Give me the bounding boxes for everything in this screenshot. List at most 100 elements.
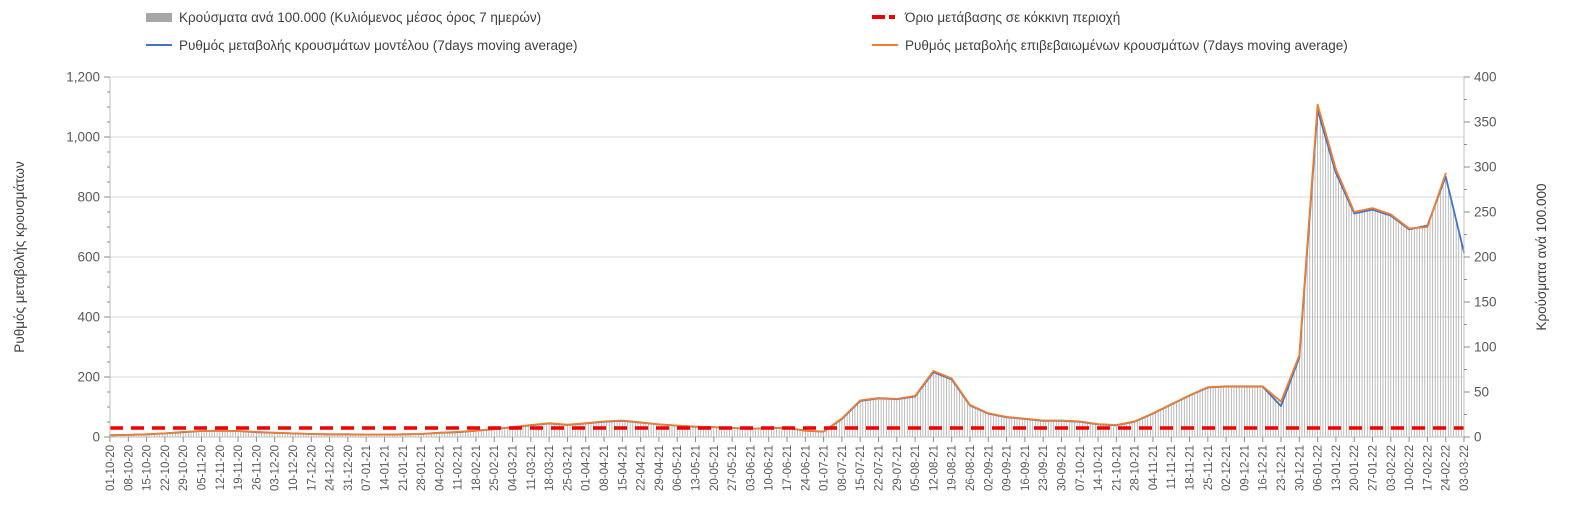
svg-text:400: 400 xyxy=(77,310,100,325)
svg-text:24-12-20: 24-12-20 xyxy=(325,445,337,491)
svg-text:03-06-21: 03-06-21 xyxy=(745,445,757,491)
svg-text:25-11-21: 25-11-21 xyxy=(1203,445,1215,490)
svg-text:15-04-21: 15-04-21 xyxy=(617,445,629,491)
svg-text:13-01-22: 13-01-22 xyxy=(1331,445,1343,491)
red-dashed-line-icon xyxy=(872,14,898,20)
svg-text:19-11-20: 19-11-20 xyxy=(233,445,245,490)
legend-item-cases-per-100k: Κρούσματα ανά 100.000 (Κυλιόμενος μέσος … xyxy=(146,7,541,27)
svg-text:06-05-21: 06-05-21 xyxy=(672,445,684,491)
svg-text:10-02-22: 10-02-22 xyxy=(1404,445,1416,491)
svg-text:25-03-21: 25-03-21 xyxy=(562,445,574,491)
legend-item-model-rate: Ρυθμός μεταβολής κρουσμάτων μοντέλου (7d… xyxy=(146,35,578,55)
svg-text:100: 100 xyxy=(1474,340,1497,355)
svg-text:12-11-20: 12-11-20 xyxy=(215,445,227,490)
svg-text:27-05-21: 27-05-21 xyxy=(727,445,739,491)
gray-bar-swatch-icon xyxy=(146,12,172,22)
svg-text:02-12-21: 02-12-21 xyxy=(1221,445,1233,491)
svg-text:17-12-20: 17-12-20 xyxy=(306,445,318,491)
svg-text:05-08-21: 05-08-21 xyxy=(910,445,922,491)
svg-text:29-10-20: 29-10-20 xyxy=(178,445,190,491)
svg-text:07-10-21: 07-10-21 xyxy=(1075,445,1087,491)
svg-text:08-10-20: 08-10-20 xyxy=(123,445,135,491)
svg-text:24-02-22: 24-02-22 xyxy=(1441,445,1453,491)
svg-text:08-04-21: 08-04-21 xyxy=(599,445,611,491)
svg-text:11-11-21: 11-11-21 xyxy=(1166,445,1178,489)
svg-text:09-12-21: 09-12-21 xyxy=(1239,445,1251,491)
svg-text:300: 300 xyxy=(1474,160,1497,175)
svg-text:50: 50 xyxy=(1474,385,1489,400)
svg-text:29-04-21: 29-04-21 xyxy=(654,445,666,491)
svg-text:01-07-21: 01-07-21 xyxy=(819,445,831,491)
svg-text:28-01-21: 28-01-21 xyxy=(416,445,428,491)
legend-label: Ρυθμός μεταβολής κρουσμάτων μοντέλου (7d… xyxy=(179,37,578,53)
svg-text:01-10-20: 01-10-20 xyxy=(105,445,117,491)
svg-text:04-03-21: 04-03-21 xyxy=(508,445,520,491)
svg-text:14-10-21: 14-10-21 xyxy=(1093,445,1105,491)
svg-text:13-05-21: 13-05-21 xyxy=(691,445,703,491)
svg-text:23-09-21: 23-09-21 xyxy=(1038,445,1050,491)
svg-text:250: 250 xyxy=(1474,205,1497,220)
svg-text:06-01-22: 06-01-22 xyxy=(1313,445,1325,491)
svg-text:27-01-22: 27-01-22 xyxy=(1368,445,1380,491)
svg-text:15-10-20: 15-10-20 xyxy=(142,445,154,491)
blue-line-icon xyxy=(146,44,172,46)
svg-text:04-02-21: 04-02-21 xyxy=(434,445,446,491)
svg-text:24-06-21: 24-06-21 xyxy=(800,445,812,491)
svg-text:19-08-21: 19-08-21 xyxy=(947,445,959,491)
svg-text:01-04-21: 01-04-21 xyxy=(581,445,593,491)
left-axis-title: Ρυθμός μεταβολής κρουσμάτων xyxy=(12,161,27,353)
svg-text:21-01-21: 21-01-21 xyxy=(398,445,410,491)
svg-text:0: 0 xyxy=(92,430,100,445)
svg-text:11-02-21: 11-02-21 xyxy=(453,445,465,490)
svg-text:350: 350 xyxy=(1474,115,1497,130)
svg-text:08-07-21: 08-07-21 xyxy=(837,445,849,491)
svg-text:22-10-20: 22-10-20 xyxy=(160,445,172,491)
legend-item-red-zone-threshold: Όριο μετάβασης σε κόκκινη περιοχή xyxy=(872,7,1120,27)
svg-text:05-11-20: 05-11-20 xyxy=(196,445,208,490)
svg-text:18-02-21: 18-02-21 xyxy=(471,445,483,491)
svg-text:20-01-22: 20-01-22 xyxy=(1349,445,1361,491)
svg-text:200: 200 xyxy=(77,370,100,385)
svg-text:20-05-21: 20-05-21 xyxy=(709,445,721,491)
svg-text:14-01-21: 14-01-21 xyxy=(379,445,391,491)
legend-label: Κρούσματα ανά 100.000 (Κυλιόμενος μέσος … xyxy=(179,9,542,25)
svg-text:21-10-21: 21-10-21 xyxy=(1111,445,1123,491)
legend-item-confirmed-rate: Ρυθμός μεταβολής επιβεβαιωμένων κρουσμάτ… xyxy=(872,35,1348,55)
svg-text:600: 600 xyxy=(77,250,100,265)
svg-text:25-02-21: 25-02-21 xyxy=(489,445,501,491)
svg-text:22-04-21: 22-04-21 xyxy=(636,445,648,491)
svg-text:26-08-21: 26-08-21 xyxy=(965,445,977,491)
svg-text:10-12-20: 10-12-20 xyxy=(288,445,300,491)
svg-text:23-12-21: 23-12-21 xyxy=(1276,445,1288,491)
svg-text:800: 800 xyxy=(77,190,100,205)
svg-text:02-09-21: 02-09-21 xyxy=(983,445,995,491)
svg-text:28-10-21: 28-10-21 xyxy=(1130,445,1142,491)
svg-text:26-11-20: 26-11-20 xyxy=(251,445,263,490)
svg-text:09-09-21: 09-09-21 xyxy=(1002,445,1014,491)
svg-text:30-09-21: 30-09-21 xyxy=(1056,445,1068,491)
svg-text:400: 400 xyxy=(1474,70,1497,85)
svg-text:1,000: 1,000 xyxy=(66,130,100,145)
svg-text:07-01-21: 07-01-21 xyxy=(361,445,373,491)
orange-line-icon xyxy=(872,44,898,46)
legend-label: Ρυθμός μεταβολής επιβεβαιωμένων κρουσμάτ… xyxy=(905,37,1348,53)
right-axis-title: Κρούσματα ανά 100.000 xyxy=(1534,183,1549,330)
svg-text:17-02-22: 17-02-22 xyxy=(1422,445,1434,491)
svg-text:03-02-22: 03-02-22 xyxy=(1386,445,1398,491)
svg-text:29-07-21: 29-07-21 xyxy=(892,445,904,491)
svg-text:30-12-21: 30-12-21 xyxy=(1294,445,1306,491)
svg-text:15-07-21: 15-07-21 xyxy=(855,445,867,491)
svg-text:17-06-21: 17-06-21 xyxy=(782,445,794,491)
svg-text:04-11-21: 04-11-21 xyxy=(1148,445,1160,490)
svg-text:22-07-21: 22-07-21 xyxy=(873,445,885,491)
svg-text:150: 150 xyxy=(1474,295,1497,310)
svg-text:12-08-21: 12-08-21 xyxy=(928,445,940,491)
svg-text:03-12-20: 03-12-20 xyxy=(270,445,282,491)
svg-text:1,200: 1,200 xyxy=(66,70,100,85)
legend-label: Όριο μετάβασης σε κόκκινη περιοχή xyxy=(905,9,1121,25)
svg-text:18-11-21: 18-11-21 xyxy=(1185,445,1197,490)
svg-text:200: 200 xyxy=(1474,250,1497,265)
svg-text:16-12-21: 16-12-21 xyxy=(1258,445,1270,491)
